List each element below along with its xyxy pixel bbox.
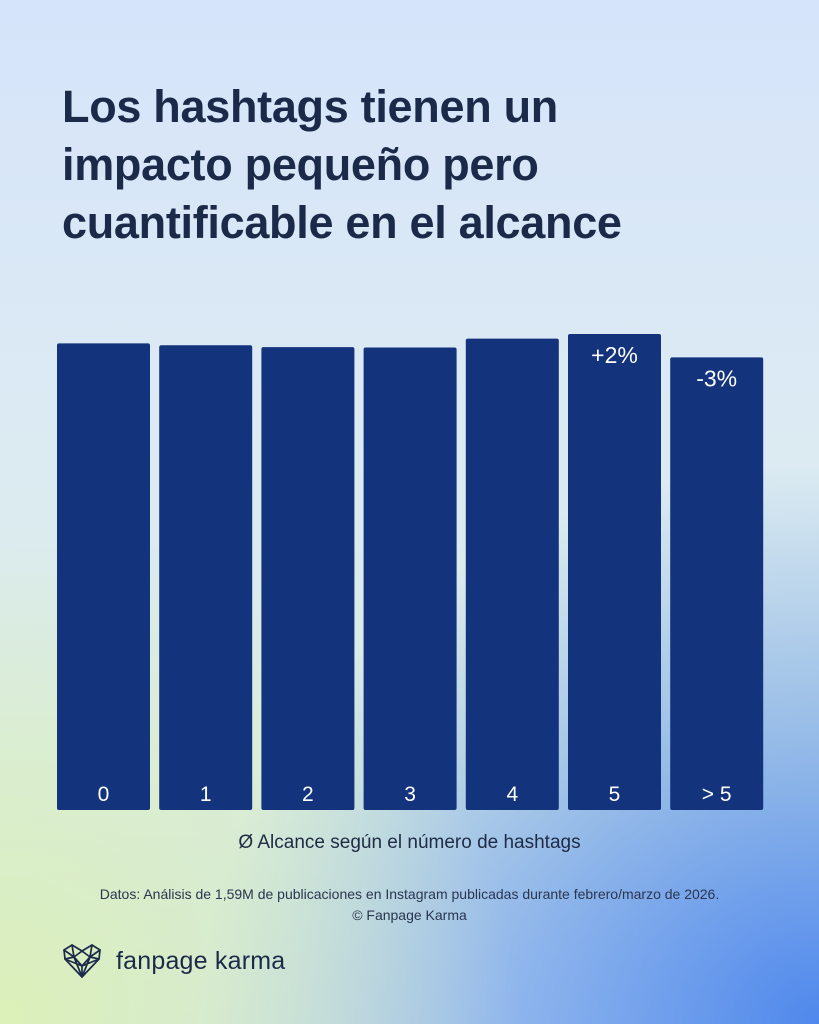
title-line-3: cuantificable en el alcance bbox=[62, 197, 622, 248]
source-text: Datos: Análisis de 1,59M de publicacione… bbox=[99, 886, 720, 902]
bar-1 bbox=[159, 345, 253, 810]
bar-5 bbox=[568, 334, 661, 810]
title-line-2: impacto pequeño pero bbox=[62, 139, 539, 190]
chart-title: Los hashtags tienen un impacto pequeño p… bbox=[62, 78, 762, 252]
category-label-5: 5 bbox=[609, 783, 621, 806]
brand-logo: fanpage karma bbox=[62, 941, 285, 981]
category-label-4: 4 bbox=[506, 783, 518, 806]
bar-3 bbox=[363, 347, 457, 810]
data-label-5: +2% bbox=[591, 342, 638, 368]
category-label-0: 0 bbox=[98, 783, 110, 806]
x-axis-label: Ø Alcance según el número de hashtags bbox=[238, 832, 581, 853]
category-label-6: > 5 bbox=[702, 783, 732, 806]
source-note: Datos: Análisis de 1,59M de publicacione… bbox=[40, 884, 779, 926]
bar-6 bbox=[670, 357, 764, 810]
bar-chart: 0 1 2 3 4 5 +2% > 5 -3% bbox=[57, 334, 764, 810]
copyright-text: © Fanpage Karma bbox=[352, 907, 467, 923]
bar-4 bbox=[465, 338, 559, 810]
data-label-6: -3% bbox=[696, 365, 737, 391]
bar-0 bbox=[57, 343, 150, 810]
heart-network-icon bbox=[63, 944, 101, 978]
category-label-2: 2 bbox=[302, 783, 314, 806]
title-line-1: Los hashtags tienen un bbox=[62, 81, 558, 132]
brand-name: fanpage karma bbox=[116, 946, 286, 975]
category-label-1: 1 bbox=[200, 783, 212, 806]
bar-2 bbox=[261, 347, 355, 810]
category-label-3: 3 bbox=[404, 783, 416, 806]
